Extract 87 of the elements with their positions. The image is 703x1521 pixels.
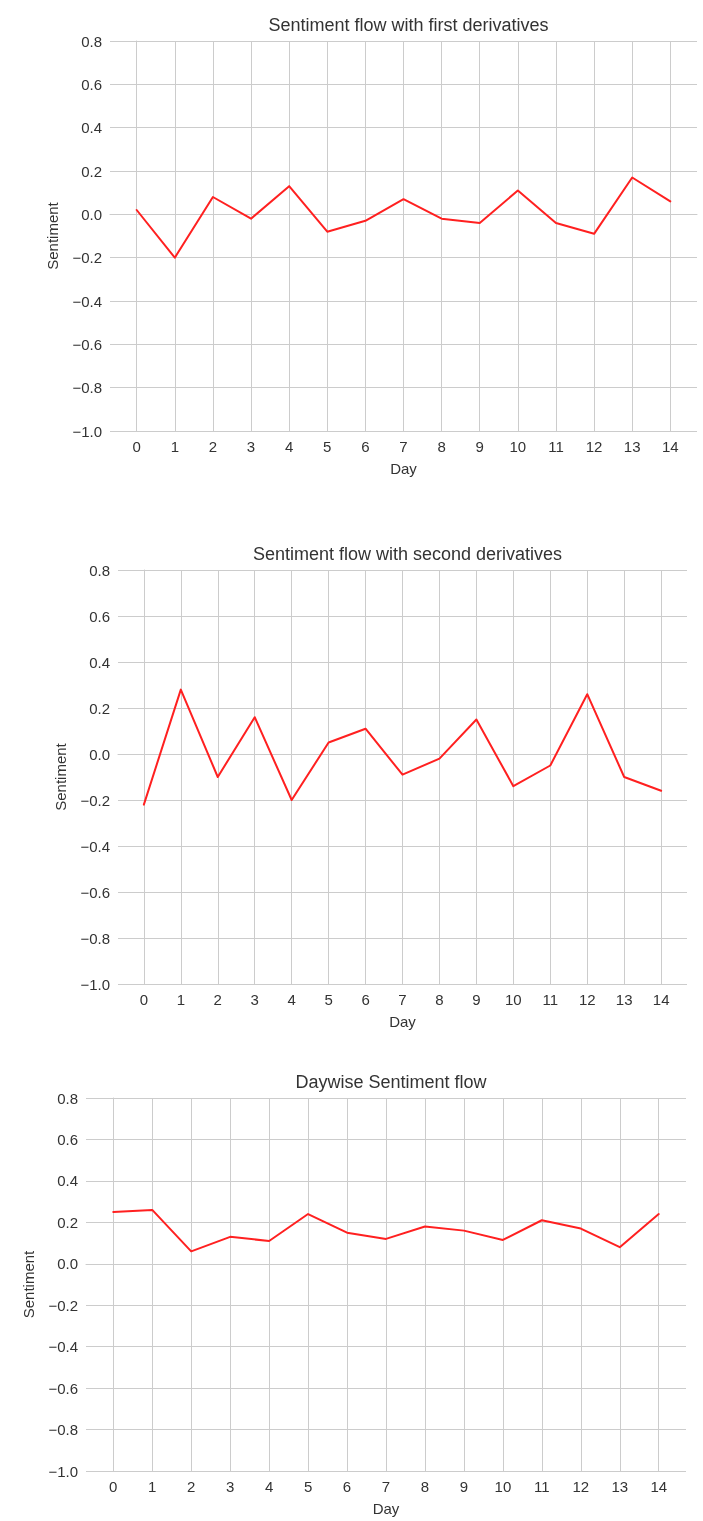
y-tick-label: 0.2 — [81, 162, 102, 180]
y-tick-label: 0.8 — [57, 1089, 78, 1107]
x-tick-label: 4 — [284, 438, 294, 455]
x-tick-label: 2 — [208, 438, 218, 455]
y-tick-label: −1.0 — [80, 975, 110, 993]
y-tick-label: 0.0 — [81, 205, 102, 223]
x-tick-label: 5 — [303, 1478, 313, 1495]
x-tick-label: 11 — [534, 1478, 550, 1495]
y-tick-label: 0.4 — [81, 119, 102, 137]
y-tick-label: −0.6 — [80, 883, 110, 901]
y-tick-label: 0.6 — [57, 1130, 78, 1148]
chart-title: Daywise Sentiment flow — [295, 1072, 488, 1092]
y-tick-label: 0.4 — [57, 1172, 78, 1190]
y-tick-label: −0.8 — [80, 929, 110, 947]
line-series — [142, 688, 663, 806]
x-tick-label: 8 — [437, 438, 446, 455]
y-tick-label: 0.2 — [57, 1213, 78, 1231]
x-tick-label: 14 — [661, 438, 679, 455]
x-tick-label: 12 — [578, 991, 596, 1008]
y-tick-label: −0.4 — [80, 837, 110, 855]
y-tick-label: 0.8 — [89, 561, 110, 579]
x-tick-label: 7 — [381, 1478, 391, 1495]
x-tick-label: 14 — [652, 991, 670, 1008]
x-tick-label: 13 — [623, 438, 641, 455]
x-tick-label: 8 — [435, 991, 444, 1008]
x-axis-title: Day — [389, 1013, 417, 1030]
x-tick-label: 9 — [475, 438, 484, 455]
y-tick-label: −1.0 — [48, 1462, 78, 1480]
y-tick-label: 0.6 — [89, 607, 110, 625]
x-tick-label: 11 — [542, 991, 559, 1008]
x-tick-label: 14 — [650, 1478, 668, 1495]
y-tick-label: −0.2 — [48, 1296, 78, 1314]
y-tick-label: −0.6 — [72, 335, 102, 353]
x-tick-label: 7 — [399, 438, 408, 455]
x-tick-label: 13 — [615, 991, 633, 1008]
x-tick-label: 2 — [213, 991, 222, 1008]
y-tick-label: 0.8 — [81, 32, 102, 50]
y-axis-title: Sentiment — [52, 742, 69, 811]
line-series — [112, 1208, 660, 1253]
x-tick-label: 11 — [548, 438, 564, 455]
x-tick-label: 6 — [361, 991, 370, 1008]
y-tick-label: −0.8 — [48, 1421, 78, 1439]
x-tick-label: 10 — [494, 1478, 512, 1495]
x-tick-label: 1 — [148, 1478, 157, 1495]
x-tick-label: 12 — [572, 1478, 590, 1495]
x-tick-label: 5 — [324, 991, 333, 1008]
y-tick-label: −0.8 — [72, 379, 102, 397]
x-tick-label: 0 — [139, 991, 149, 1008]
x-tick-label: 7 — [398, 991, 407, 1008]
y-tick-label: 0.0 — [57, 1255, 78, 1273]
chart-title: Sentiment flow with first derivatives — [268, 15, 549, 35]
x-tick-label: 5 — [323, 438, 332, 455]
y-axis-title: Sentiment — [20, 1249, 37, 1319]
x-tick-label: 9 — [472, 991, 481, 1008]
x-tick-label: 2 — [187, 1478, 196, 1495]
x-tick-label: 4 — [287, 991, 296, 1008]
y-tick-label: −0.4 — [72, 292, 102, 310]
x-tick-label: 6 — [342, 1478, 352, 1495]
y-tick-label: −0.4 — [48, 1338, 78, 1356]
x-tick-label: 12 — [585, 438, 603, 455]
y-tick-label: 0.2 — [89, 699, 110, 717]
x-tick-label: 1 — [170, 438, 179, 455]
y-tick-label: −0.6 — [48, 1379, 78, 1397]
y-tick-label: −1.0 — [72, 422, 102, 440]
x-tick-label: 3 — [225, 1478, 235, 1495]
y-axis-title: Sentiment — [44, 201, 61, 270]
x-tick-label: 3 — [246, 438, 256, 455]
x-axis-title: Day — [390, 460, 418, 477]
y-tick-label: −0.2 — [80, 791, 110, 809]
y-tick-label: 0.6 — [81, 75, 102, 93]
line-series — [135, 176, 672, 259]
x-tick-label: 10 — [505, 991, 522, 1008]
y-tick-label: 0.0 — [89, 745, 110, 763]
x-tick-label: 1 — [176, 991, 185, 1008]
x-tick-label: 0 — [132, 438, 141, 455]
x-tick-label: 4 — [264, 1478, 274, 1495]
x-tick-label: 0 — [109, 1478, 118, 1495]
x-tick-label: 3 — [250, 991, 259, 1008]
x-tick-label: 6 — [361, 438, 370, 455]
x-tick-label: 13 — [611, 1478, 629, 1495]
x-tick-label: 8 — [420, 1478, 430, 1495]
y-tick-label: −0.2 — [72, 249, 102, 267]
x-axis-title: Day — [372, 1500, 400, 1517]
chart-title: Sentiment flow with second derivatives — [252, 544, 563, 564]
x-tick-label: 10 — [509, 438, 527, 455]
x-tick-label: 9 — [459, 1478, 469, 1495]
y-tick-label: 0.4 — [89, 653, 110, 671]
